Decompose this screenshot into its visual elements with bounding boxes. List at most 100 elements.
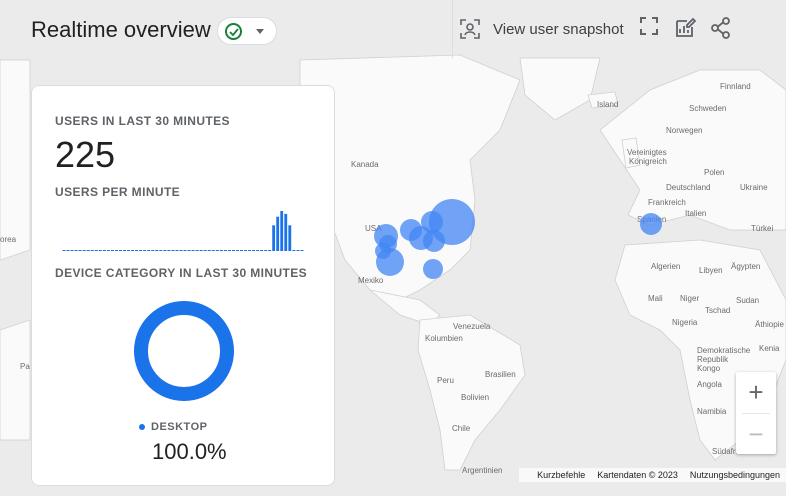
sparkline-bar (62, 250, 66, 251)
toolbar-divider (452, 0, 453, 58)
users-count-value: 225 (55, 134, 116, 175)
sparkline-bar[interactable] (272, 225, 276, 251)
map-country-label: Ukraine (740, 183, 768, 192)
sparkline-bar (139, 250, 143, 251)
sparkline-bar (292, 250, 296, 251)
sparkline-bar (260, 250, 264, 251)
sparkline-bar (135, 250, 139, 251)
sparkline-bar (131, 250, 135, 251)
view-user-snapshot-label: View user snapshot (493, 20, 624, 38)
map-country-label: Niger (680, 294, 700, 303)
donut-segment-desktop[interactable] (134, 301, 234, 401)
map-country-label: Mali (648, 294, 663, 303)
customize-report-icon[interactable] (674, 17, 697, 39)
map-user-bubble[interactable] (376, 248, 404, 276)
map-country-label: Algerien (651, 262, 681, 271)
sparkline-bar (86, 250, 90, 251)
map-country-label: Kenia (759, 344, 780, 353)
device-legend: DESKTOP (139, 421, 207, 433)
terms-link[interactable]: Nutzungsbedingungen (689, 470, 780, 480)
sparkline-bar (195, 250, 199, 251)
users-last-30-label: USERS IN LAST 30 MINUTES (55, 114, 230, 128)
sparkline-bar[interactable] (288, 225, 292, 251)
header: Realtime overview View user snapshot (0, 0, 786, 58)
sparkline-bar[interactable] (280, 211, 284, 251)
map-country-label: Türkei (751, 224, 774, 233)
sparkline-bar (98, 250, 102, 251)
map-country-label: Äthiopie (755, 320, 784, 329)
legend-dot (139, 424, 145, 430)
map-country-label: Pa (20, 362, 30, 371)
sparkline-bar[interactable] (284, 213, 288, 251)
sparkline-bar (175, 250, 179, 251)
sparkline-bar (106, 250, 110, 251)
sparkline-bar[interactable] (276, 216, 280, 251)
sparkline-bar (74, 250, 78, 251)
sparkline-bar (163, 250, 167, 251)
map-country-label: Venezuela (453, 322, 491, 331)
sparkline-bar (191, 250, 195, 251)
status-dropdown[interactable] (217, 17, 277, 45)
sparkline-bar (296, 250, 300, 251)
sparkline-bar (239, 250, 243, 251)
user-snapshot-icon (460, 19, 480, 39)
sparkline-bar (223, 250, 227, 251)
sparkline-bar (114, 250, 118, 251)
sparkline-bar (118, 250, 122, 251)
map-country-label: Chile (452, 424, 471, 433)
map-country-label: Angola (697, 380, 722, 389)
sparkline-bar (171, 250, 175, 251)
sparkline-bar (102, 250, 106, 251)
map-country-label: Norwegen (666, 126, 703, 135)
map-country-label: Kolumbien (425, 334, 463, 343)
map-country-label: Kongo (697, 364, 721, 373)
map-country-label: Polen (704, 168, 725, 177)
map-country-label: Finnland (720, 82, 751, 91)
map-country-label: Bolivien (461, 393, 490, 402)
sparkline-bar (300, 250, 304, 251)
map-country-label: Demokratische (697, 346, 751, 355)
map-country-label: Kanada (351, 160, 379, 169)
legend-label: DESKTOP (151, 421, 208, 433)
map-country-label: Italien (685, 209, 707, 218)
sparkline-bar (219, 250, 223, 251)
sparkline-bar (70, 250, 74, 251)
fullscreen-icon[interactable] (640, 17, 662, 39)
keyboard-shortcuts-link[interactable]: Kurzbefehle (537, 470, 586, 480)
sparkline-bar (203, 250, 207, 251)
sparkline-bar (187, 250, 191, 251)
map-user-bubble[interactable] (423, 230, 445, 252)
map-user-bubble[interactable] (423, 259, 443, 279)
realtime-summary-card: USERS IN LAST 30 MINUTES 225 USERS PER M… (31, 85, 335, 486)
map-user-bubble[interactable] (640, 213, 662, 235)
sparkline-bar (207, 250, 211, 251)
share-icon[interactable] (710, 17, 732, 39)
map-country-label: Brasilien (485, 370, 516, 379)
map-country-label: Namibia (697, 407, 727, 416)
device-category-donut (134, 301, 234, 401)
sparkline-bar (94, 250, 98, 251)
users-per-minute-label: USERS PER MINUTE (55, 185, 181, 199)
sparkline-bar (235, 250, 239, 251)
zoom-in-button[interactable]: + (748, 376, 764, 407)
sparkline-bar (268, 250, 272, 251)
users-per-minute-chart (62, 211, 304, 251)
map-country-label: Mexiko (358, 276, 384, 285)
map-footer: Kurzbefehle Kartendaten © 2023 Nutzungsb… (519, 468, 786, 482)
map-data-attribution: Kartendaten © 2023 (597, 470, 678, 480)
view-user-snapshot-button[interactable]: View user snapshot (460, 15, 624, 43)
sparkline-bar (183, 250, 187, 251)
map-country-label: Deutschland (666, 183, 711, 192)
map-country-label: USA (365, 224, 382, 233)
sparkline-bar (66, 250, 70, 251)
sparkline-bar (264, 250, 268, 251)
map-country-label: Peru (437, 376, 454, 385)
sparkline-bar (151, 250, 155, 251)
device-category-label: DEVICE CATEGORY IN LAST 30 MINUTES (55, 266, 308, 280)
map-country-label: Ägypten (731, 262, 761, 271)
sparkline-bar (82, 250, 86, 251)
map-country-label: Vereinigtes (627, 148, 667, 157)
zoom-controls: + − (736, 372, 776, 454)
sparkline-bar (90, 250, 94, 251)
zoom-out-button[interactable]: − (748, 418, 764, 449)
